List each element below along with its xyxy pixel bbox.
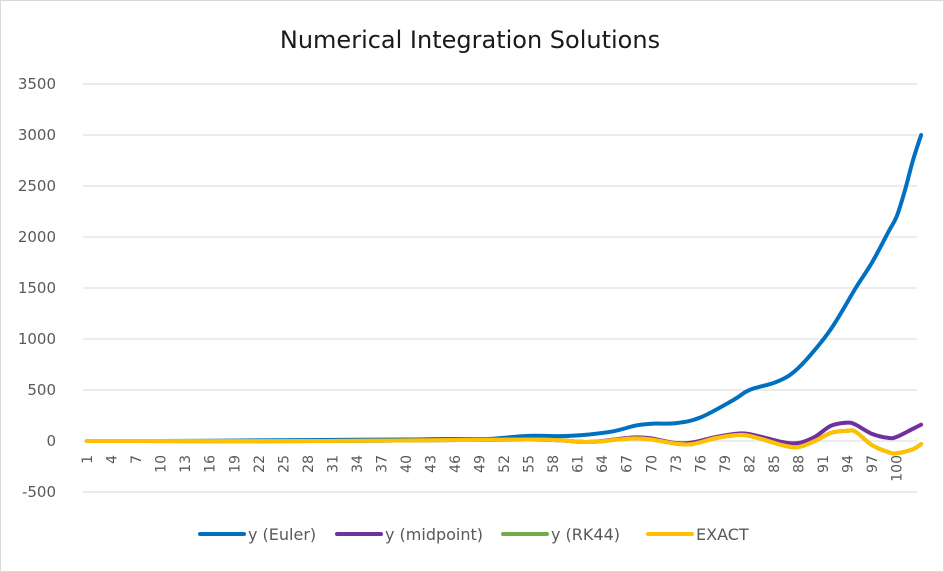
x-tick-label: 100: [890, 455, 906, 482]
y-axis-ticks: -500 0 500 1000 1500 2000 2500 3000 3500: [18, 75, 56, 501]
y-tick-label: 1000: [18, 330, 56, 348]
x-tick-label: 37: [374, 455, 390, 473]
x-tick-label: 85: [767, 455, 783, 473]
y-tick-label: 500: [27, 381, 56, 399]
x-tick-label: 7: [129, 455, 145, 464]
x-tick-label: 88: [791, 455, 807, 473]
legend-label-y-rk44: y (RK44): [551, 525, 620, 544]
legend: y (Euler) y (midpoint) y (RK44) EXACT: [198, 525, 749, 544]
chart-title: Numerical Integration Solutions: [280, 26, 660, 54]
x-tick-label: 64: [595, 455, 611, 473]
x-axis-ticks: 1 4 7 10 13 16 19 22 25 28 31 34 37 40 43 46 49 52 55 58 61 6…: [80, 455, 905, 482]
x-tick-label: 55: [522, 455, 538, 473]
x-tick-label: 40: [399, 455, 415, 473]
x-tick-label: 31: [325, 455, 341, 473]
legend-label-y-midpoint: y (midpoint): [385, 525, 483, 544]
legend-label-y-euler: y (Euler): [248, 525, 316, 544]
x-tick-label: 1: [80, 455, 96, 464]
x-tick-label: 67: [620, 455, 636, 473]
x-tick-label: 94: [841, 455, 857, 473]
x-tick-label: 73: [669, 455, 685, 473]
y-tick-label: 3000: [18, 126, 56, 144]
x-tick-label: 76: [693, 455, 709, 473]
x-tick-label: 79: [718, 455, 734, 473]
y-tick-label: -500: [22, 483, 56, 501]
x-tick-label: 16: [203, 455, 219, 473]
x-tick-label: 82: [742, 455, 758, 473]
x-tick-label: 28: [301, 455, 317, 473]
x-tick-label: 25: [276, 455, 292, 473]
x-tick-label: 10: [154, 455, 170, 473]
x-tick-label: 91: [816, 455, 832, 473]
x-tick-label: 13: [178, 455, 194, 473]
x-tick-label: 49: [473, 455, 489, 473]
x-tick-label: 70: [644, 455, 660, 473]
x-tick-label: 58: [546, 455, 562, 473]
x-tick-label: 4: [105, 455, 121, 464]
x-tick-label: 52: [497, 455, 513, 473]
series-line-exact: [85, 428, 924, 456]
x-tick-label: 46: [448, 455, 464, 473]
x-tick-label: 43: [424, 455, 440, 473]
y-tick-label: 1500: [18, 279, 56, 297]
y-tick-label: 3500: [18, 75, 56, 93]
legend-label-exact: EXACT: [696, 525, 749, 544]
x-tick-label: 34: [350, 455, 366, 473]
y-tick-label: 2000: [18, 228, 56, 246]
y-tick-label: 2500: [18, 177, 56, 195]
series-lines: [85, 133, 924, 456]
x-tick-label: 61: [571, 455, 587, 473]
x-tick-label: 19: [227, 455, 243, 473]
y-tick-label: 0: [46, 432, 56, 450]
x-tick-label: 22: [252, 455, 268, 473]
x-tick-label: 97: [865, 455, 881, 473]
